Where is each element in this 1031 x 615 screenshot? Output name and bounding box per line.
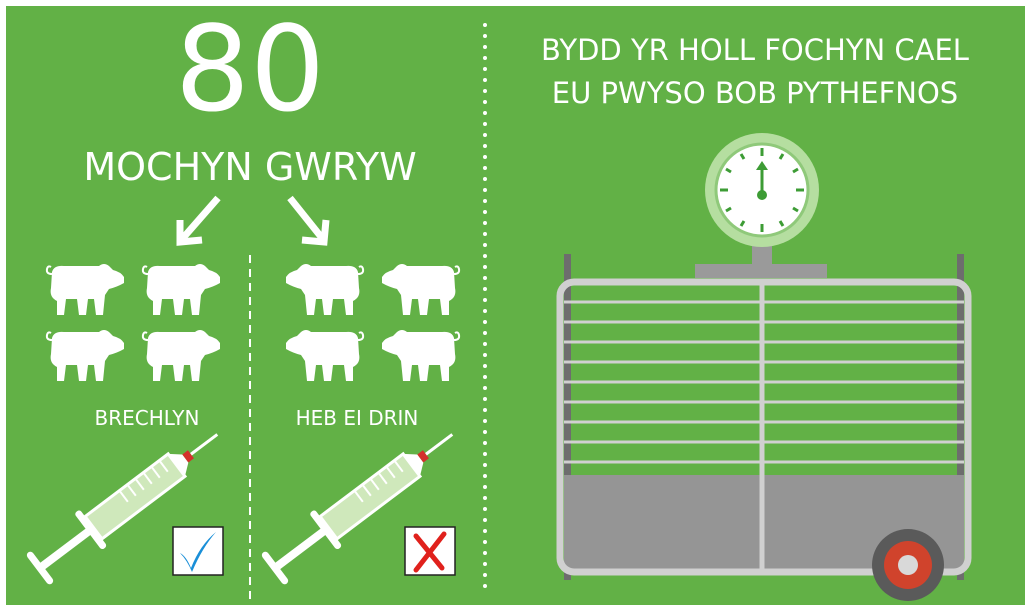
group-label: BRECHLYN: [95, 406, 200, 430]
group-label: HEB EI DRIN: [296, 406, 419, 430]
infographic: 80 MOCHYN GWRYW BRECHLYN HEB EI DRIN BYD…: [0, 0, 1031, 611]
headline-number: 80: [175, 0, 325, 138]
check-box: [173, 527, 223, 575]
headline-label: MOCHYN GWRYW: [83, 145, 416, 189]
right-title: BYDD YR HOLL FOCHYN CAEL: [541, 33, 969, 67]
right-title: EU PWYSO BOB PYTHEFNOS: [552, 76, 958, 110]
